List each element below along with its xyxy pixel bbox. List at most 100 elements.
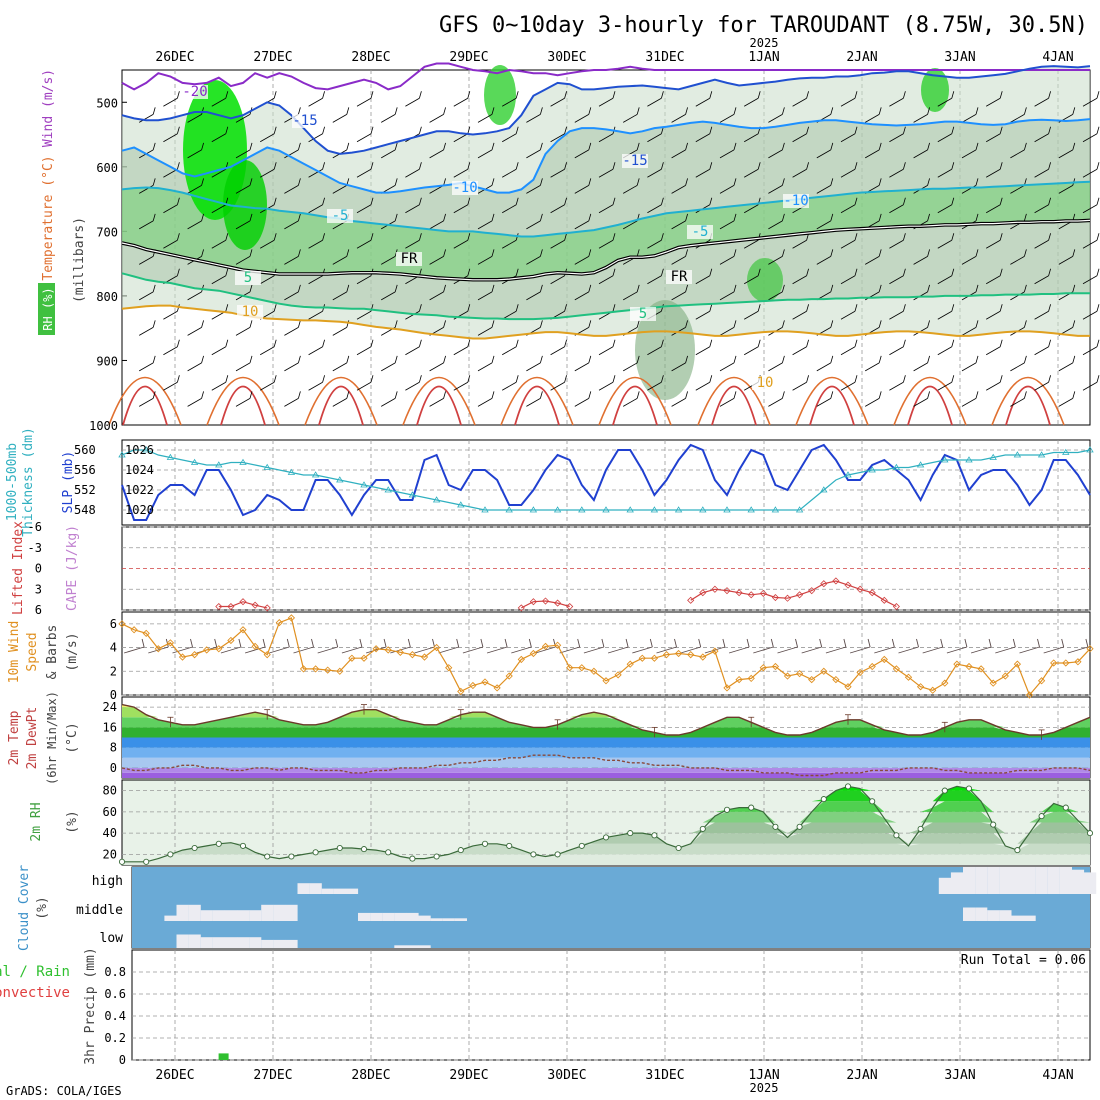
wind-barb: [830, 107, 834, 115]
cloud-cell-high: [1071, 869, 1085, 894]
temp-band: [122, 772, 1090, 778]
thickness-marker: [699, 506, 707, 513]
wind-barb: [502, 97, 517, 107]
cloud-cell-low: [249, 937, 262, 948]
surface-wind-barb: [1012, 638, 1016, 648]
wind-barb: [1010, 185, 1025, 194]
warm-contour: [122, 385, 168, 426]
surface-wind-barb: [849, 646, 871, 654]
wind-barb: [346, 249, 350, 257]
cape-ytick: 6: [35, 603, 42, 617]
slp-ytick-right: 1024: [125, 463, 154, 477]
wind-speed-marker: [227, 636, 235, 645]
wind-barb: [816, 398, 831, 407]
wind-barb: [332, 362, 347, 372]
contour-label-bg: [292, 114, 318, 128]
wind-barb: [647, 346, 662, 356]
surface-wind-barb: [698, 638, 702, 648]
wind-barb: [540, 355, 543, 364]
wind-barb: [806, 91, 809, 99]
wind-barb: [588, 320, 592, 328]
wind-barb: [308, 168, 323, 178]
wind-barb: [1024, 213, 1027, 222]
wind-barb: [647, 381, 662, 391]
wind-barb: [163, 381, 178, 391]
rh-marker: [167, 851, 174, 858]
wind-barb: [927, 355, 930, 364]
wind-barb: [792, 346, 807, 356]
rh-band: [122, 801, 1090, 812]
wind-barb: [467, 126, 471, 134]
wind-barb: [889, 275, 904, 285]
cloud-cell-middle: [987, 910, 1000, 921]
wind-barb: [588, 178, 592, 186]
wind-barb: [308, 133, 323, 143]
wind-barb: [840, 381, 856, 391]
wind-barb: [903, 91, 906, 99]
rh-marker: [602, 834, 610, 841]
wind-speed-marker: [1074, 658, 1082, 666]
wind-barb: [284, 185, 299, 194]
wind-barb: [550, 381, 565, 391]
wind-barb: [491, 142, 495, 151]
wind-barb: [284, 220, 299, 230]
wind-speed-marker: [517, 655, 525, 664]
wind-barb: [671, 114, 686, 123]
wind-barb: [792, 168, 807, 178]
cloud-cell-middle: [200, 910, 213, 921]
wind-speed-marker: [311, 665, 320, 673]
temp-ylabel-4: (°C): [65, 722, 80, 753]
wind-barb: [1034, 275, 1049, 285]
wind-barb: [937, 133, 952, 143]
cloud-cell-middle: [224, 910, 238, 921]
wind-barb: [913, 114, 928, 123]
wind-barb: [1048, 304, 1051, 312]
wind-barb: [1072, 284, 1076, 293]
wind-barb: [574, 220, 589, 230]
wind-barb: [598, 381, 614, 391]
wind-barb: [443, 142, 446, 151]
wind-barb: [757, 162, 761, 170]
precip-ylabel-2: Convective: [0, 985, 70, 1001]
wind-barb: [913, 149, 928, 159]
wind-barb: [491, 355, 495, 364]
wind-barb: [443, 213, 446, 222]
contour-label: -20: [182, 84, 207, 100]
wind-barb: [453, 381, 468, 391]
wind-barb: [515, 162, 519, 170]
rh-marker: [990, 821, 997, 828]
wind-barb: [187, 327, 202, 336]
wind-barb: [405, 239, 420, 249]
wind-barb: [225, 304, 229, 312]
wind-barb: [986, 239, 1001, 249]
surface-wind-barb: [293, 646, 314, 654]
wind-barb: [709, 197, 713, 205]
upper-ylabel-rh: RH (%): [41, 287, 55, 330]
wind-barb: [961, 327, 977, 336]
surface-wind-barb: [891, 638, 895, 648]
wind-barb: [405, 168, 420, 178]
cloud-cell-middle: [382, 912, 395, 921]
rh-core: [635, 300, 695, 400]
wind-barb: [816, 185, 831, 194]
wind-barb: [177, 126, 180, 134]
wind-barb: [733, 284, 737, 293]
wind-barb: [612, 339, 616, 347]
wind-barb: [453, 239, 468, 249]
wind-barb: [419, 197, 422, 205]
wind-barb: [298, 320, 301, 328]
lifted-index-marker: [856, 585, 864, 593]
wind-barb: [889, 346, 904, 356]
date-label-bottom: 2JAN: [846, 1068, 877, 1083]
upper-ytick: 500: [96, 96, 118, 110]
temp-band: [122, 767, 1090, 773]
contour-label: FR: [671, 269, 688, 285]
surface-wind-barb: [269, 646, 290, 654]
wind-barb: [515, 339, 519, 347]
wind-barb: [636, 391, 640, 399]
wind-barb: [322, 126, 325, 134]
wind-barb: [903, 126, 906, 134]
wind-speed-marker: [735, 675, 743, 684]
wind-barb: [356, 310, 372, 320]
warm-contour: [711, 385, 757, 426]
